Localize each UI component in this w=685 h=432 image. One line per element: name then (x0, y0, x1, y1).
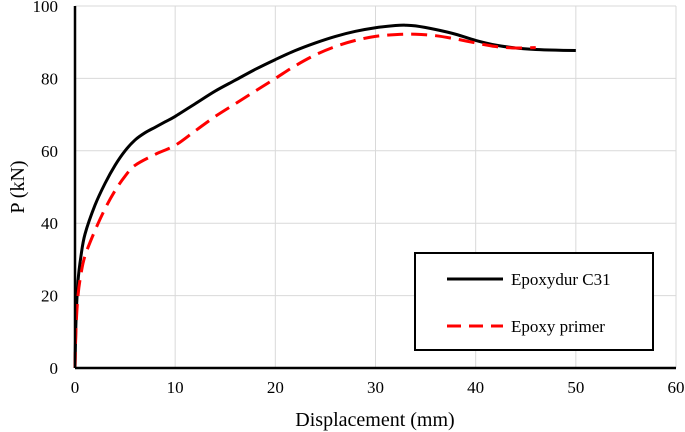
legend: Epoxydur C31 Epoxy primer (414, 252, 654, 351)
y-tick-label: 40 (41, 214, 58, 233)
x-tick-label: 60 (668, 378, 685, 397)
x-tick-label: 10 (167, 378, 184, 397)
y-tick-label: 0 (50, 359, 59, 378)
x-tick-label: 30 (367, 378, 384, 397)
series-line-epoxydur-c31 (73, 23, 576, 369)
x-axis-title: Displacement (mm) (295, 409, 454, 431)
series-layer (73, 23, 576, 369)
legend-label-epoxy-primer: Epoxy primer (511, 317, 605, 336)
y-tick-label: 20 (41, 287, 58, 306)
y-axis-title: P (kN) (7, 160, 29, 213)
x-tick-label: 50 (567, 378, 584, 397)
axes (73, 6, 676, 370)
legend-label-epoxydur-c31: Epoxydur C31 (511, 270, 611, 289)
tick-labels: 0 10 20 30 40 50 60 0 20 40 60 80 100 (33, 0, 685, 397)
legend-box (414, 252, 654, 351)
y-tick-label: 80 (41, 69, 58, 88)
x-tick-label: 20 (267, 378, 284, 397)
x-tick-label: 0 (71, 378, 80, 397)
x-tick-label: 40 (467, 378, 484, 397)
series-line-epoxy-primer (73, 32, 536, 369)
y-tick-label: 100 (33, 0, 59, 16)
y-tick-label: 60 (41, 142, 58, 161)
